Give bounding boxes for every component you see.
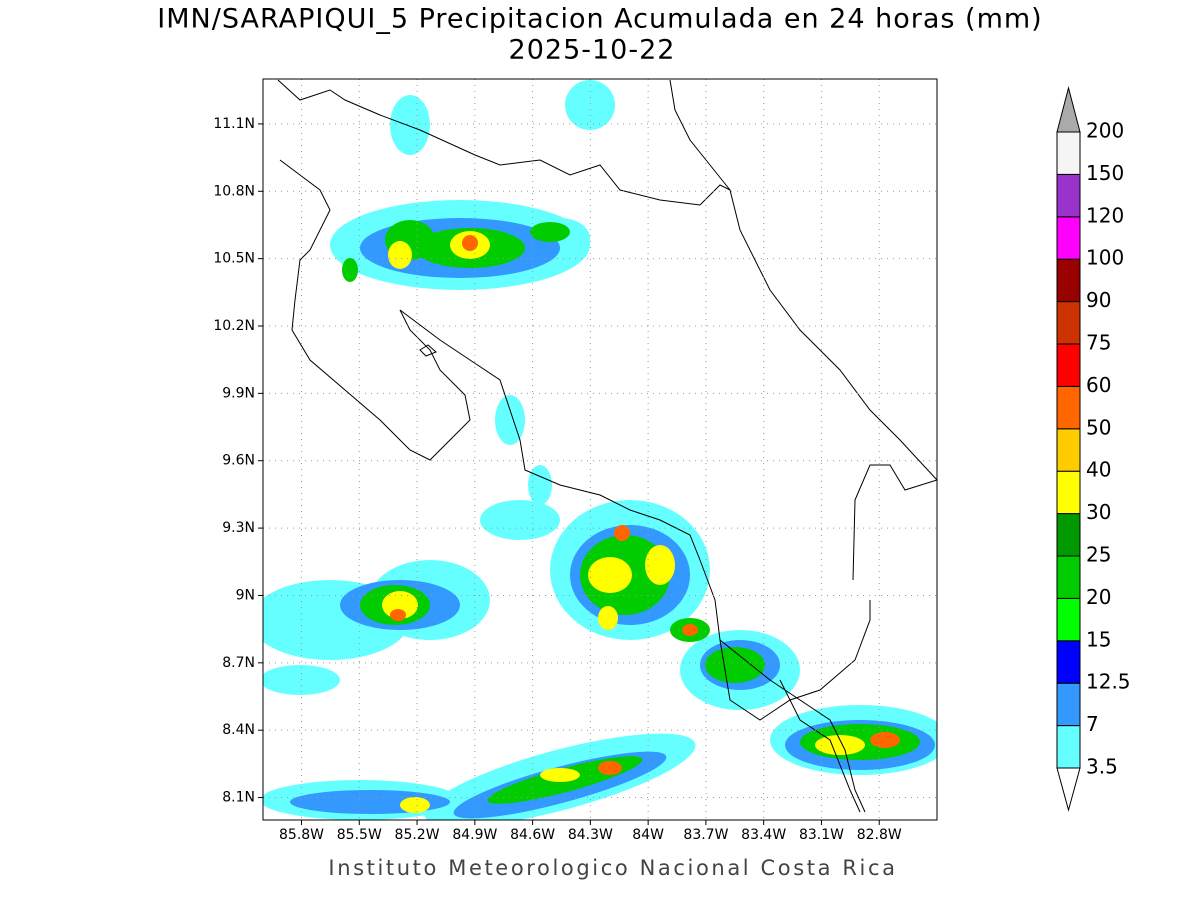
x-tick-label: 83.4W [741,827,786,843]
colorbar-box [1056,470,1081,515]
colorbar-label: 200 [1086,119,1124,143]
y-tick-label: 9.6N [222,453,255,469]
x-tick-label: 82.8W [857,827,902,843]
colorbar-label: 20 [1086,585,1111,609]
colorbar-under [1056,767,1081,812]
map-frame [262,78,938,821]
colorbar-label: 25 [1086,543,1111,567]
colorbar-box [1056,173,1081,218]
y-tick-label: 8.7N [222,655,255,671]
colorbar-box [1056,555,1081,599]
y-tick-label: 10.2N [213,318,255,334]
colorbar-label: 30 [1086,500,1111,524]
colorbar-box [1056,258,1081,303]
y-tick-label: 9.3N [222,520,255,536]
colorbar-label: 60 [1086,373,1111,397]
colorbar-box [1056,725,1081,769]
colorbar-box [1056,343,1081,387]
x-tick-label: 85.2W [395,827,440,843]
colorbar-box [1056,385,1081,430]
x-tick-label: 84W [632,827,664,843]
map-title: IMN/SARAPIQUI_5 Precipitacion Acumulada … [157,4,1042,35]
colorbar-box [1056,513,1081,557]
colorbar-label: 40 [1086,458,1111,482]
y-tick-label: 9N [236,587,255,603]
x-tick-label: 84.9W [452,827,497,843]
x-tick-label: 85.5W [337,827,382,843]
colorbar-box [1056,216,1081,260]
colorbar-label: 120 [1086,203,1124,227]
y-tick-label: 8.1N [222,790,255,806]
precipitation-field [263,80,937,820]
colorbar-over [1056,86,1081,133]
colorbar-label: 90 [1086,288,1111,312]
colorbar-box [1056,428,1081,472]
colorbar-label: 75 [1086,331,1111,355]
colorbar-label: 150 [1086,161,1124,185]
colorbar-box [1056,682,1081,727]
colorbar-box [1056,131,1081,175]
x-tick-label: 83.7W [683,827,728,843]
map-date: 2025-10-22 [509,35,676,66]
colorbar: 3.5 7 12.5 15 20 25 30 40 50 60 75 90 100 120 150 200 [1056,86,1131,812]
colorbar-label: 15 [1086,627,1111,651]
ticks: 85.8W 85.5W 85.2W 84.9W 84.6W 84.3W 84W 83.7W 83… [213,116,902,843]
colorbar-box [1056,301,1081,345]
y-tick-label: 8.4N [222,722,255,738]
colorbar-label: 3.5 [1086,755,1118,779]
coastlines [277,79,937,813]
x-tick-label: 84.3W [568,827,613,843]
colorbar-label: 100 [1086,246,1124,270]
colorbar-label: 50 [1086,415,1111,439]
y-tick-label: 10.8N [213,183,255,199]
colorbar-label: 7 [1086,712,1099,736]
x-tick-label: 85.8W [279,827,324,843]
y-tick-label: 9.9N [222,385,255,401]
footer: Instituto Meteorologico Nacional Costa R… [328,856,897,880]
y-tick-label: 10.5N [213,251,255,267]
grid [263,79,937,820]
y-tick-label: 11.1N [213,116,255,132]
x-tick-label: 84.6W [510,827,555,843]
colorbar-box [1056,640,1081,684]
x-tick-label: 83.1W [799,827,844,843]
colorbar-box [1056,597,1081,642]
colorbar-label: 12.5 [1086,670,1131,694]
